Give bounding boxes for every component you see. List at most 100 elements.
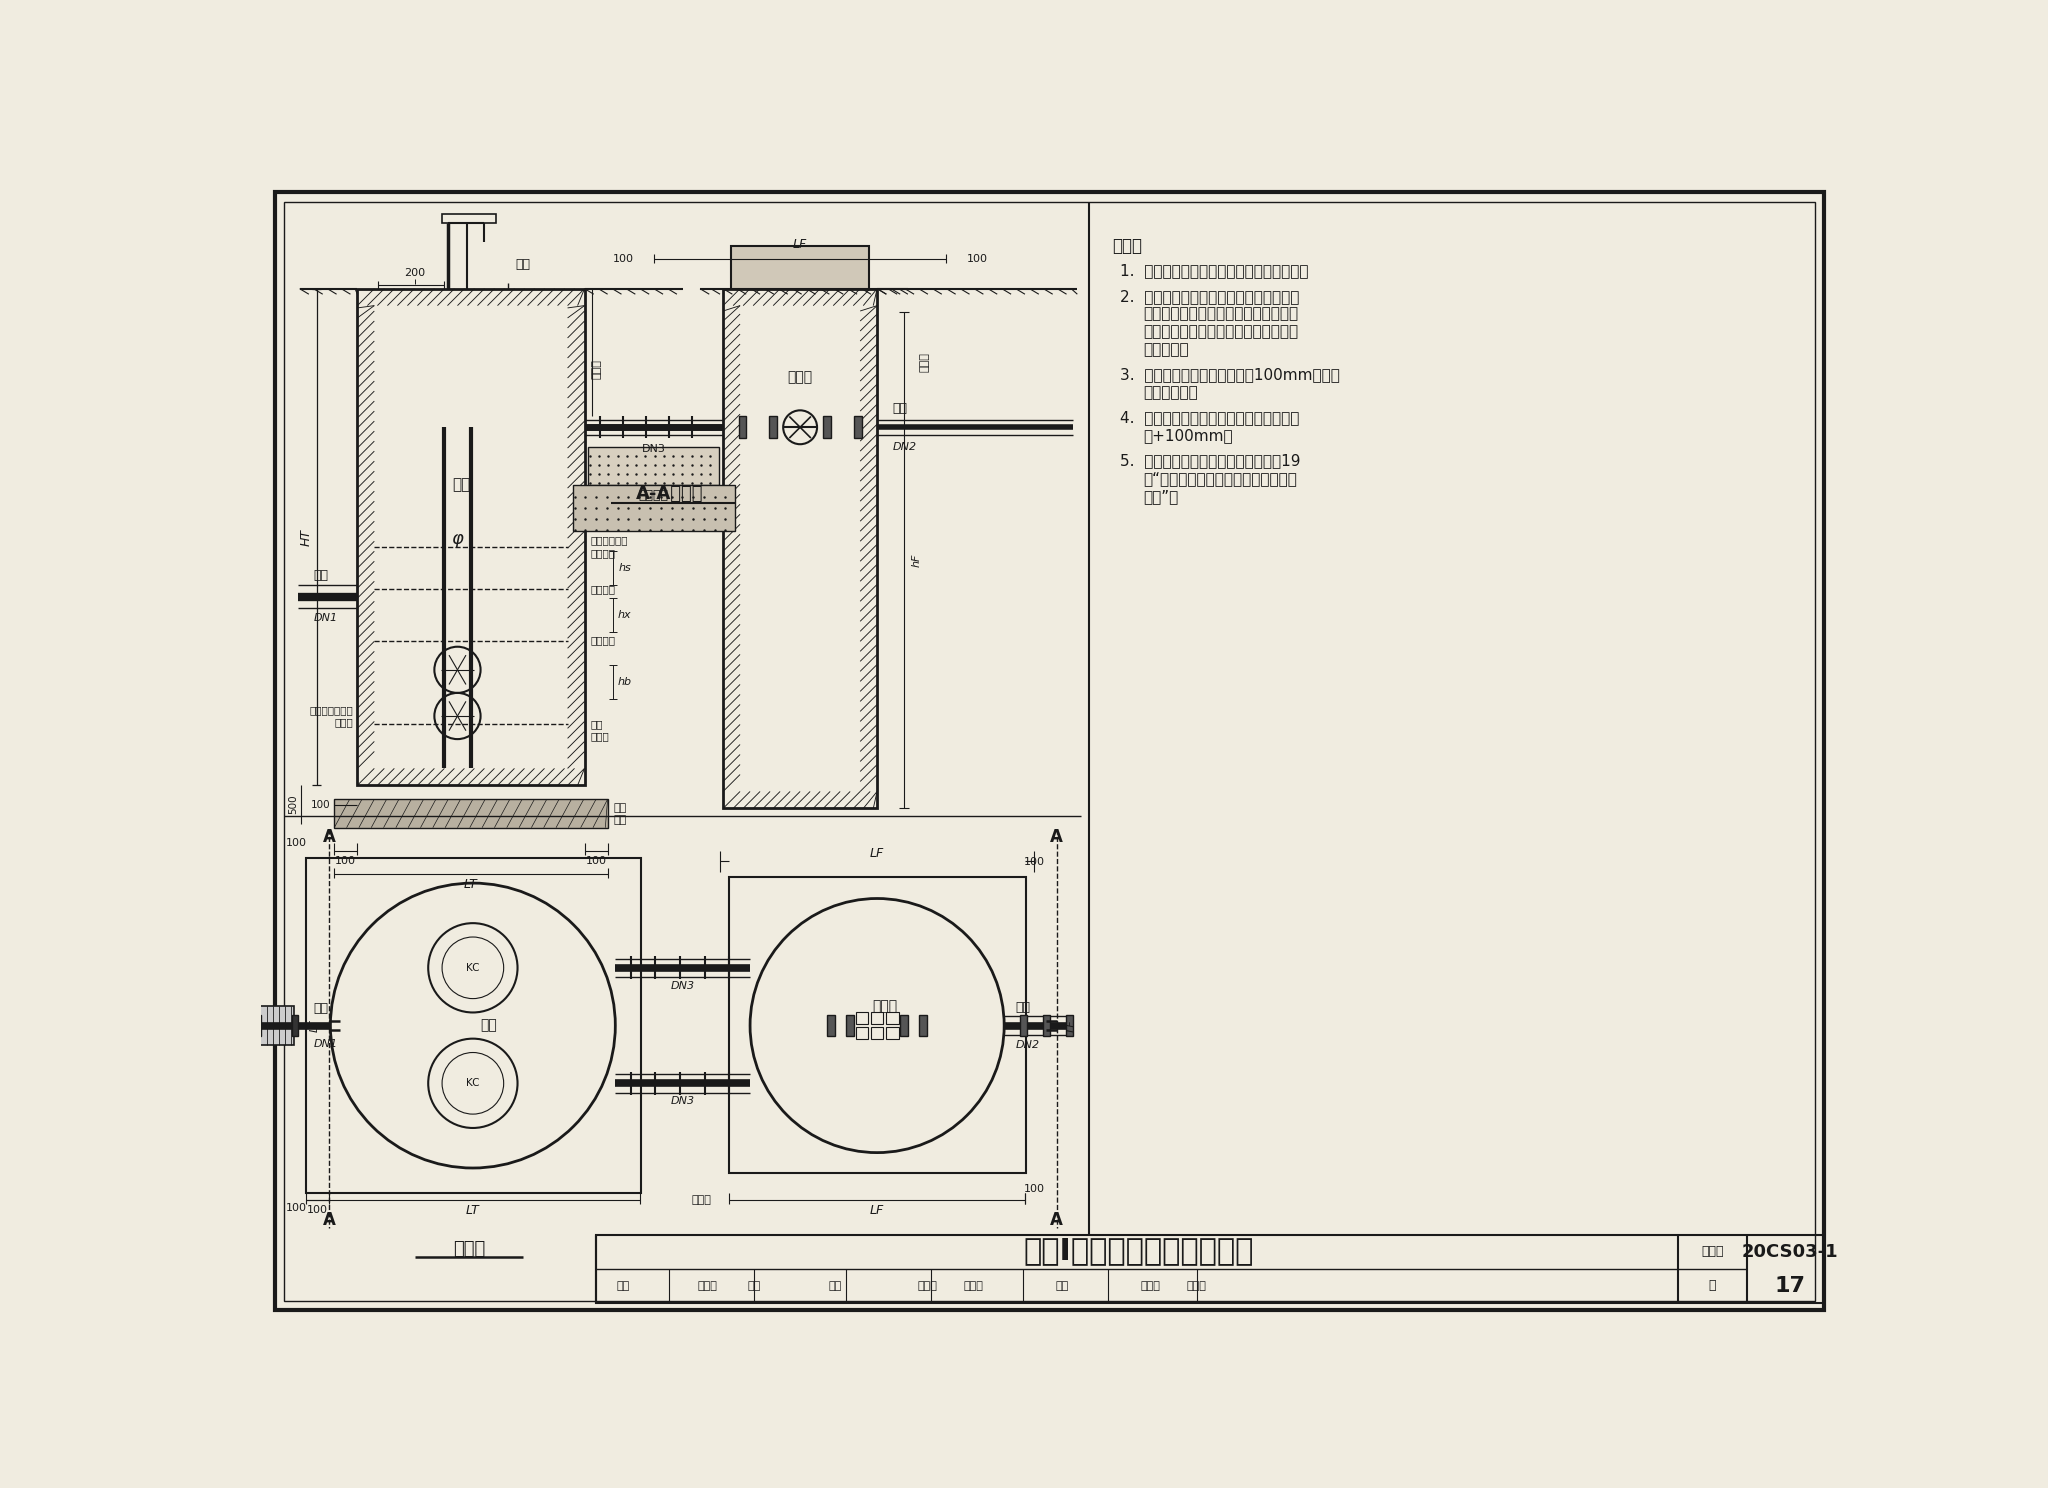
Text: 200: 200	[406, 268, 426, 278]
Text: LF: LF	[870, 847, 885, 860]
Text: 设计: 设计	[1055, 1281, 1069, 1290]
Text: 郑晔: 郑晔	[748, 1281, 760, 1290]
Text: A: A	[322, 1211, 336, 1229]
Text: DN2: DN2	[1016, 1040, 1040, 1051]
Bar	[596, 1235, 1825, 1303]
Text: hF: hF	[911, 554, 922, 567]
Text: HT: HT	[299, 528, 311, 546]
Text: 说明：: 说明：	[1112, 237, 1143, 256]
Text: 4.  停泵液位一般采用水泵最小保护液位高: 4. 停泵液位一般采用水泵最小保护液位高	[1120, 411, 1298, 426]
Text: DN1: DN1	[313, 613, 338, 623]
Text: 停泵液位: 停泵液位	[590, 635, 616, 646]
Text: 宁君军: 宁君军	[698, 1281, 717, 1290]
Text: 页“泵站、阀门井筒体基础结构图及钉: 页“泵站、阀门井筒体基础结构图及钉	[1143, 472, 1296, 487]
Text: KC: KC	[467, 1079, 479, 1088]
Text: A: A	[322, 827, 336, 845]
Bar	[770, 417, 776, 437]
Text: 100: 100	[967, 253, 987, 263]
Bar	[573, 485, 735, 531]
Text: 邱益益: 邱益益	[963, 1281, 983, 1290]
Bar	[588, 446, 719, 485]
Text: 5.  筒体混凝土基础尺寸，见本图集皑19: 5. 筒体混凝土基础尺寸，见本图集皑19	[1120, 454, 1300, 469]
Text: LT: LT	[467, 1204, 479, 1217]
Bar	[901, 1015, 907, 1036]
Text: 500: 500	[289, 795, 299, 814]
Bar	[823, 417, 831, 437]
Text: DN3: DN3	[670, 981, 694, 991]
Bar	[846, 1015, 854, 1036]
Text: 内顶平计。: 内顶平计。	[1143, 342, 1188, 357]
Text: LF: LF	[870, 1204, 885, 1217]
Bar	[305, 857, 641, 1193]
Text: 100: 100	[336, 856, 356, 866]
Bar	[920, 1015, 928, 1036]
Text: DN3: DN3	[641, 443, 666, 454]
Text: 报警液位: 报警液位	[590, 548, 616, 558]
Bar	[856, 1027, 868, 1040]
Text: 2.  本图液位仅为示意。工程设计中污水泵: 2. 本图液位仅为示意。工程设计中污水泵	[1120, 289, 1298, 304]
Text: 泵站Ⅰ型安装图（有阀门井）: 泵站Ⅰ型安装图（有阀门井）	[1024, 1237, 1253, 1265]
Text: 启动备用泵。: 启动备用泵。	[1143, 385, 1198, 400]
Text: 地面: 地面	[516, 257, 530, 271]
Bar	[1065, 1015, 1073, 1036]
Text: φ: φ	[451, 530, 463, 548]
Text: 邢堂如: 邢堂如	[918, 1281, 938, 1290]
Text: 100: 100	[311, 799, 330, 809]
Text: 汚合明: 汚合明	[1186, 1281, 1206, 1290]
Bar	[258, 1006, 295, 1045]
Text: 二次灌浆: 二次灌浆	[639, 490, 670, 503]
Bar	[739, 417, 745, 437]
Text: 页: 页	[1708, 1280, 1716, 1292]
Text: 进水: 进水	[313, 568, 328, 582]
Text: KC: KC	[467, 963, 479, 973]
Bar	[1042, 1015, 1051, 1036]
Text: 张全明: 张全明	[1141, 1281, 1161, 1290]
Text: 100: 100	[1024, 1184, 1044, 1193]
Text: 度+100mm。: 度+100mm。	[1143, 429, 1233, 443]
Text: 校对: 校对	[827, 1281, 842, 1290]
Bar	[731, 247, 870, 289]
Bar	[723, 289, 877, 808]
Text: A: A	[1051, 827, 1063, 845]
Bar	[293, 1015, 299, 1036]
Bar	[887, 1027, 899, 1040]
Text: 1.  此图安装方式适用于泵站设于绳化带处。: 1. 此图安装方式适用于泵站设于绳化带处。	[1120, 263, 1309, 278]
Text: hb: hb	[618, 677, 631, 687]
Text: hx: hx	[618, 610, 631, 620]
Text: DN1: DN1	[313, 1039, 338, 1049]
Text: LF: LF	[793, 238, 807, 251]
Text: 阀门井: 阀门井	[872, 1000, 897, 1013]
Text: 筒底内二次灌浆
保护层: 筒底内二次灌浆 保护层	[309, 705, 354, 726]
Text: 100: 100	[1024, 857, 1044, 868]
Text: 阀门井: 阀门井	[788, 371, 813, 384]
Bar	[254, 1015, 262, 1036]
Text: 筋表”。: 筋表”。	[1143, 490, 1178, 504]
Text: LF: LF	[1067, 1019, 1077, 1031]
Text: 图集号: 图集号	[1702, 1245, 1724, 1259]
Text: 审核: 审核	[616, 1281, 629, 1290]
Text: 基础
庇层: 基础 庇层	[614, 804, 627, 824]
Text: 泵站和合流泵站启泵液位可按进水管管: 泵站和合流泵站启泵液位可按进水管管	[1143, 324, 1298, 339]
Bar	[334, 799, 608, 827]
Bar	[870, 1027, 883, 1040]
Text: 启泵液位: 启泵液位	[590, 583, 616, 594]
Text: 出水: 出水	[1016, 1000, 1030, 1013]
Text: 进水: 进水	[313, 1001, 328, 1015]
Bar	[356, 289, 584, 786]
Text: A: A	[1051, 1211, 1063, 1229]
Text: 泵站: 泵站	[453, 478, 471, 493]
Text: LT: LT	[309, 1019, 319, 1031]
Text: 筒内
底标高: 筒内 底标高	[590, 719, 610, 741]
Text: 设计定: 设计定	[920, 351, 930, 372]
Text: hs: hs	[618, 562, 631, 573]
Bar	[887, 1012, 899, 1024]
Text: 17: 17	[1774, 1275, 1804, 1296]
Text: 出水: 出水	[893, 402, 907, 415]
Bar	[729, 876, 1026, 1174]
Text: 100: 100	[287, 838, 307, 848]
Text: A-A剪面图: A-A剪面图	[635, 485, 702, 503]
Bar	[1020, 1015, 1028, 1036]
Text: 100: 100	[586, 856, 606, 866]
Text: 站启泵液位可按进水管充满度计；雨水: 站启泵液位可按进水管充满度计；雨水	[1143, 307, 1298, 321]
Text: 100: 100	[307, 1205, 328, 1216]
